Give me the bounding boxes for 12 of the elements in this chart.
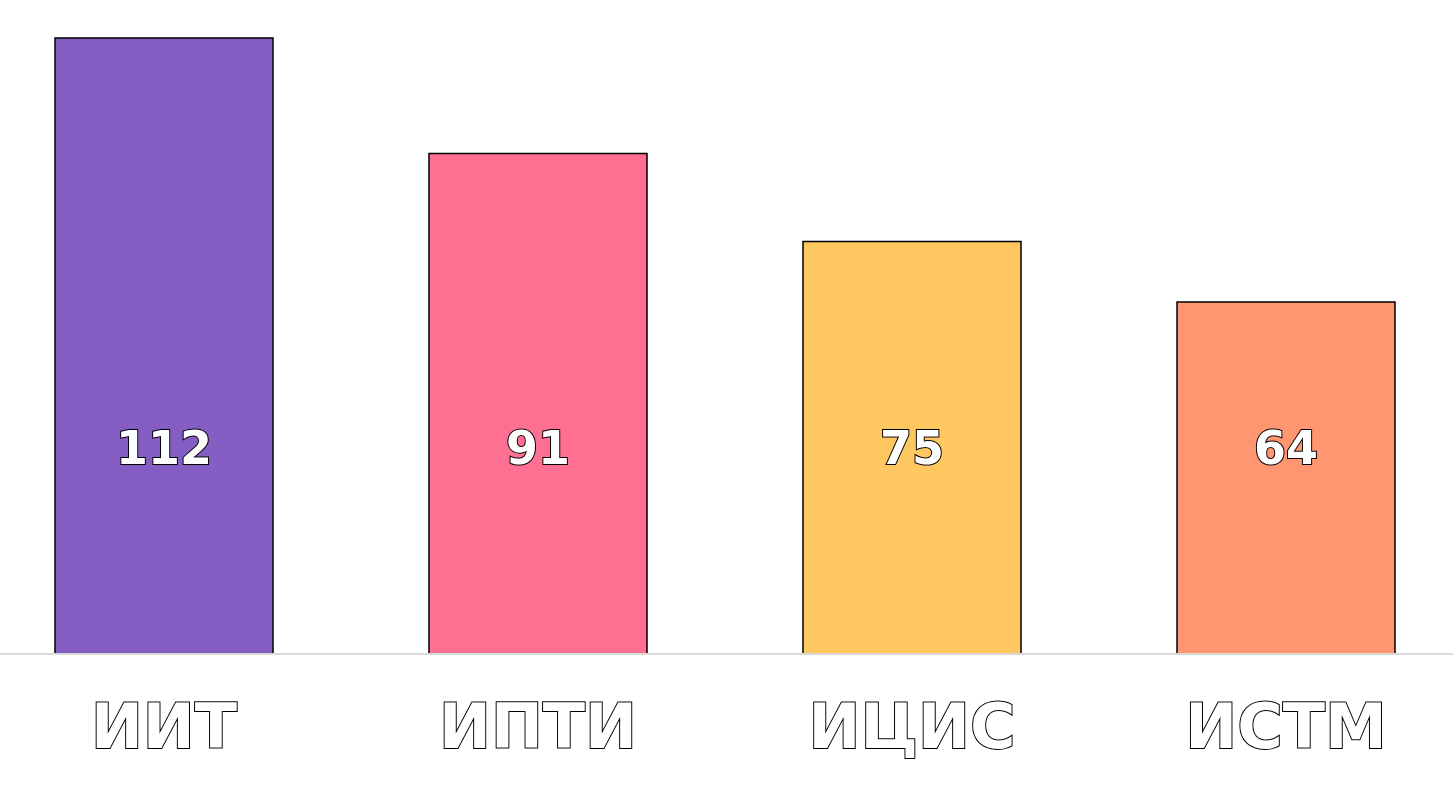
- data-label: 75: [879, 421, 945, 475]
- x-tick-label: ИЦИС: [808, 690, 1016, 763]
- data-label: 112: [115, 421, 213, 475]
- x-tick-label: ИСТМ: [1185, 690, 1387, 763]
- x-tick-label: ИПТИ: [439, 690, 637, 763]
- x-tick-label: ИИТ: [90, 690, 238, 763]
- data-label: 91: [505, 421, 571, 475]
- bar: [428, 152, 648, 655]
- data-label: 64: [1253, 421, 1319, 475]
- bar: [1176, 301, 1396, 655]
- bar: [802, 240, 1022, 655]
- bar: [54, 37, 274, 655]
